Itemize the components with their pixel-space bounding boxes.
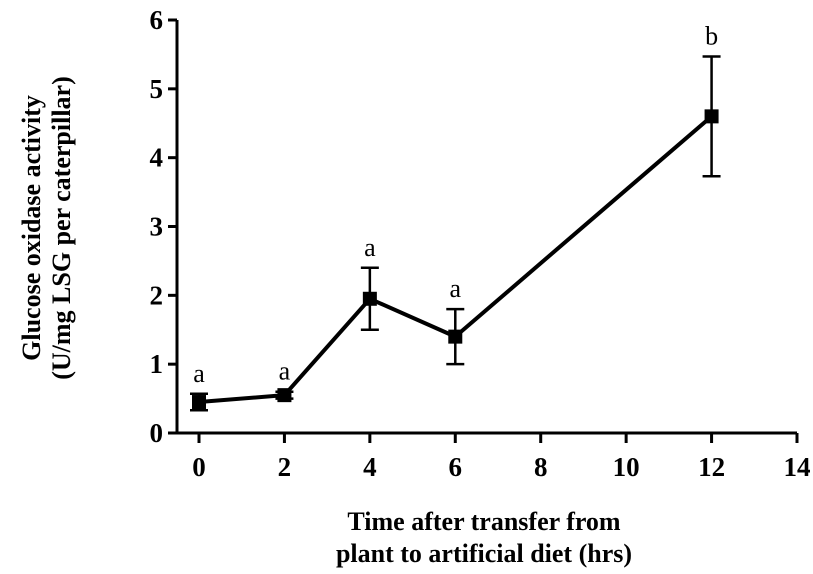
y-tick-label-0: 0 — [150, 418, 164, 448]
y-tick-label-5: 5 — [150, 74, 164, 104]
x-tick-label-12: 12 — [698, 452, 725, 482]
x-axis-title-line-1: Time after transfer from — [347, 507, 620, 536]
x-tick-label-14: 14 — [784, 452, 811, 482]
significance-label-0: a — [193, 359, 205, 388]
significance-label-12: b — [705, 21, 718, 50]
data-point-6 — [448, 330, 462, 344]
axis-titles: Time after transfer from plant to artifi… — [17, 76, 632, 568]
data-series: a a a a b — [190, 21, 721, 410]
significance-label-2: a — [279, 357, 291, 386]
y-axis-title-line-2: (U/mg LSG per caterpillar) — [47, 76, 76, 380]
data-point-0 — [192, 395, 206, 409]
significance-label-6: a — [450, 274, 462, 303]
y-tick-label-4: 4 — [150, 143, 164, 173]
x-tick-label-4: 4 — [363, 452, 377, 482]
data-point-4 — [363, 292, 377, 306]
data-point-2 — [277, 388, 291, 402]
x-tick-label-2: 2 — [278, 452, 292, 482]
x-tick-label-10: 10 — [613, 452, 640, 482]
x-tick-label-0: 0 — [192, 452, 206, 482]
y-tick-label-2: 2 — [150, 280, 164, 310]
y-tick-label-6: 6 — [150, 5, 164, 35]
y-tick-label-3: 3 — [150, 212, 164, 242]
x-tick-label-6: 6 — [449, 452, 463, 482]
significance-label-4: a — [364, 233, 376, 262]
y-axis-title-line-1: Glucose oxidase activity — [17, 95, 46, 361]
x-axis-title-line-2: plant to artificial diet (hrs) — [336, 539, 632, 568]
axes — [177, 20, 797, 433]
data-point-12 — [705, 109, 719, 123]
x-tick-label-8: 8 — [534, 452, 548, 482]
y-tick-label-1: 1 — [150, 349, 164, 379]
